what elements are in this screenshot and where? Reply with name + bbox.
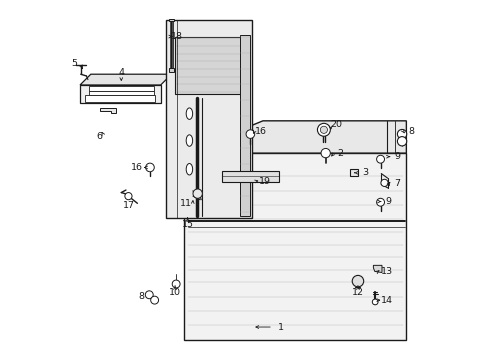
- Circle shape: [377, 198, 385, 206]
- Text: 8: 8: [409, 127, 415, 136]
- Circle shape: [146, 163, 154, 172]
- Text: 11: 11: [180, 199, 192, 208]
- Circle shape: [377, 155, 385, 163]
- Text: 2: 2: [337, 149, 343, 158]
- Polygon shape: [166, 21, 252, 218]
- Text: 8: 8: [138, 292, 144, 301]
- Polygon shape: [80, 85, 161, 103]
- Ellipse shape: [186, 108, 193, 120]
- Circle shape: [318, 123, 330, 136]
- Text: 16: 16: [255, 127, 267, 136]
- Text: 4: 4: [118, 68, 124, 77]
- Text: 3: 3: [362, 168, 368, 177]
- Circle shape: [397, 130, 407, 139]
- Text: 14: 14: [381, 296, 392, 305]
- Text: 13: 13: [381, 267, 392, 276]
- Circle shape: [146, 291, 153, 299]
- Circle shape: [151, 296, 159, 304]
- Text: 9: 9: [386, 197, 392, 206]
- Circle shape: [397, 136, 407, 146]
- Text: 10: 10: [169, 288, 181, 297]
- Text: 7: 7: [394, 179, 400, 188]
- Text: 9: 9: [394, 152, 400, 161]
- Text: 12: 12: [352, 288, 364, 297]
- Circle shape: [193, 189, 202, 198]
- Polygon shape: [80, 74, 172, 85]
- Text: 5: 5: [72, 59, 77, 68]
- Circle shape: [372, 299, 378, 305]
- Circle shape: [320, 126, 327, 134]
- Text: 19: 19: [259, 177, 270, 186]
- Text: 6: 6: [97, 132, 103, 141]
- Bar: [89, 91, 153, 95]
- Polygon shape: [373, 265, 382, 273]
- Polygon shape: [221, 171, 279, 182]
- Bar: [89, 86, 153, 91]
- Text: 16: 16: [131, 163, 144, 172]
- Polygon shape: [240, 35, 250, 216]
- Polygon shape: [175, 37, 247, 94]
- Bar: [170, 68, 174, 72]
- Ellipse shape: [186, 163, 193, 175]
- Circle shape: [172, 280, 180, 288]
- Ellipse shape: [186, 135, 193, 146]
- Text: 1: 1: [278, 323, 284, 332]
- Circle shape: [352, 275, 364, 287]
- Polygon shape: [100, 108, 116, 113]
- Bar: [89, 96, 153, 100]
- Bar: [85, 95, 155, 102]
- Polygon shape: [184, 153, 406, 339]
- Bar: [170, 19, 174, 21]
- Circle shape: [381, 179, 388, 186]
- Circle shape: [125, 193, 132, 200]
- Text: 20: 20: [330, 120, 343, 129]
- Text: 18: 18: [171, 32, 183, 41]
- Text: 17: 17: [122, 201, 134, 210]
- Circle shape: [246, 130, 255, 138]
- Bar: [350, 169, 358, 176]
- Text: 15: 15: [182, 220, 194, 229]
- Circle shape: [321, 148, 330, 158]
- Polygon shape: [184, 121, 406, 153]
